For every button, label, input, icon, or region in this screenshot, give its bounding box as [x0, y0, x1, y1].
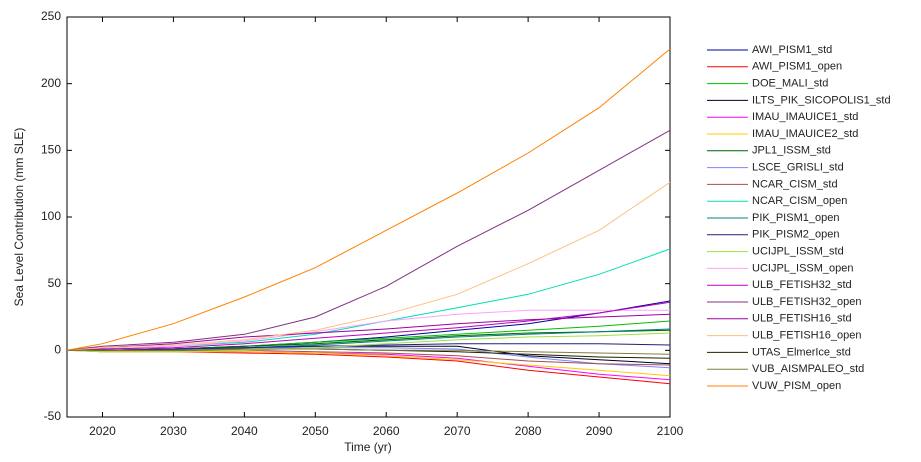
legend-label: DOE_MALI_std: [752, 78, 828, 90]
series-line: [66, 48, 671, 351]
legend-label: NCAR_CISM_std: [752, 178, 838, 190]
legend-label: UTAS_ElmerIce_std: [752, 346, 851, 358]
x-tick-label: 2090: [586, 424, 613, 438]
legend: AWI_PISM1_std AWI_PISM1_open DOE_MALI_std I…: [707, 44, 891, 392]
legend-label: LSCE_GRISLI_std: [752, 162, 844, 174]
series-line: [66, 309, 670, 351]
legend-label: IMAU_IMAUICE2_std: [752, 128, 858, 140]
x-tick-label: 2040: [231, 424, 258, 438]
x-tick-label: 2100: [657, 424, 684, 438]
legend-label: AWI_PISM1_open: [752, 61, 842, 73]
legend-label: UCIJPL_ISSM_std: [752, 246, 844, 258]
y-tick-label: 150: [41, 143, 61, 157]
series-line: [66, 129, 671, 351]
x-tick-label: 2050: [302, 424, 329, 438]
series-line: [67, 348, 671, 355]
legend-label: ULB_FETISH16_std: [752, 313, 852, 325]
y-tick-label: 0: [54, 343, 61, 357]
legend-label: AWI_PISM1_std: [752, 44, 832, 56]
legend-label: ULB_FETISH16_open: [752, 330, 861, 342]
y-tick-label: 200: [41, 76, 61, 90]
plot-frame: [66, 16, 671, 418]
legend-label: UCIJPL_ISSM_open: [752, 262, 854, 274]
x-tick-label: 2070: [444, 424, 471, 438]
series-line: [66, 332, 671, 353]
series-line: [66, 248, 671, 351]
legend-label: JPL1_ISSM_std: [752, 145, 831, 157]
series-line: [66, 313, 671, 351]
y-axis-label: Sea Level Contribution (mm SLE): [12, 128, 26, 307]
legend-label: ULB_FETISH32_open: [752, 296, 861, 308]
legend-label: NCAR_CISM_open: [752, 195, 847, 207]
legend-label: VUB_AISMPALEO_std: [752, 363, 864, 375]
series-line: [66, 301, 671, 351]
legend-label: ULB_FETISH32_std: [752, 279, 852, 291]
legend-label: PIK_PISM2_open: [752, 229, 839, 241]
y-tick-label: 250: [41, 9, 61, 23]
series-line: [66, 181, 671, 351]
legend-label: IMAU_IMAUICE1_std: [752, 111, 858, 123]
legend-label: VUW_PISM_open: [752, 380, 841, 392]
x-axis-label: Time (yr): [344, 440, 392, 454]
x-tick-label: 2030: [160, 424, 187, 438]
legend-label: PIK_PISM1_open: [752, 212, 839, 224]
y-tick-label: -50: [44, 409, 62, 423]
x-tick-label: 2060: [373, 424, 400, 438]
x-tick-label: 2080: [515, 424, 542, 438]
x-tick-label: 2020: [89, 424, 116, 438]
legend-label: ILTS_PIK_SICOPOLIS1_std: [752, 94, 891, 106]
y-tick-label: 50: [48, 276, 62, 290]
y-tick-label: 100: [41, 209, 61, 223]
